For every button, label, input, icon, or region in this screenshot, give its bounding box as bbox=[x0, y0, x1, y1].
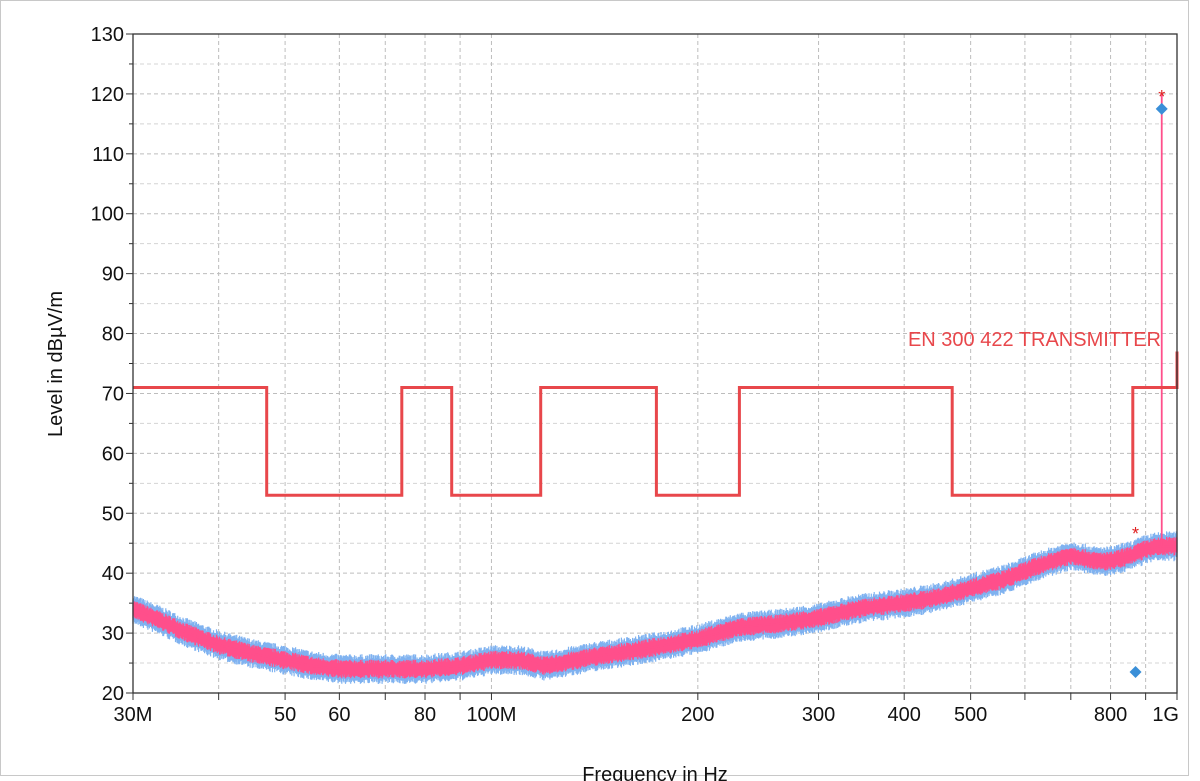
y-tick-label: 60 bbox=[102, 443, 124, 465]
x-tick-label: 200 bbox=[681, 704, 714, 726]
y-tick-label: 110 bbox=[92, 144, 124, 166]
y-tick-label: 100 bbox=[91, 204, 124, 226]
y-tick-label: 30 bbox=[102, 623, 124, 645]
limit-line bbox=[133, 351, 1179, 497]
trace-line bbox=[132, 545, 1177, 670]
y-tick-label: 40 bbox=[102, 563, 124, 585]
limit-line-group bbox=[133, 351, 1179, 497]
x-tick-label: 30M bbox=[114, 704, 153, 726]
limit-line-label: EN 300 422 TRANSMITTER bbox=[908, 329, 1161, 351]
peak-marker: * bbox=[1132, 524, 1139, 544]
final-marker bbox=[1155, 102, 1168, 115]
markers: ** bbox=[1129, 87, 1168, 679]
plot-border bbox=[132, 33, 1178, 694]
x-tick-label: 80 bbox=[414, 704, 436, 726]
y-tick-label: 50 bbox=[102, 503, 124, 525]
x-tick-label: 1G bbox=[1152, 704, 1179, 726]
x-tick-label: 400 bbox=[888, 704, 921, 726]
y-tick-label: 80 bbox=[102, 324, 124, 346]
x-tick-label: 60 bbox=[328, 704, 350, 726]
x-tick-label: 50 bbox=[274, 704, 296, 726]
peak-marker: * bbox=[1158, 87, 1165, 107]
y-tick-label: 120 bbox=[91, 84, 124, 106]
x-tick-label: 800 bbox=[1094, 704, 1127, 726]
final-marker bbox=[1129, 666, 1142, 679]
x-axis-label: Frequency in Hz bbox=[582, 764, 728, 781]
x-tick-label: 100M bbox=[466, 704, 516, 726]
y-tick-label: 130 bbox=[91, 24, 124, 46]
x-tick-label: 300 bbox=[802, 704, 835, 726]
x-tick-label: 500 bbox=[954, 704, 987, 726]
y-tick-labels: 20 30 40 50 60 70 80 90 100 110 120 130 bbox=[91, 24, 124, 705]
x-tick-labels: 30M 50 60 80 100M 200 300 400 500 800 1G bbox=[114, 704, 1179, 726]
y-tick-label: 70 bbox=[102, 383, 124, 405]
y-tick-label: 90 bbox=[102, 264, 124, 286]
y-axis-label: Level in dBµV/m bbox=[45, 291, 67, 437]
y-tick-label: 20 bbox=[102, 683, 124, 705]
